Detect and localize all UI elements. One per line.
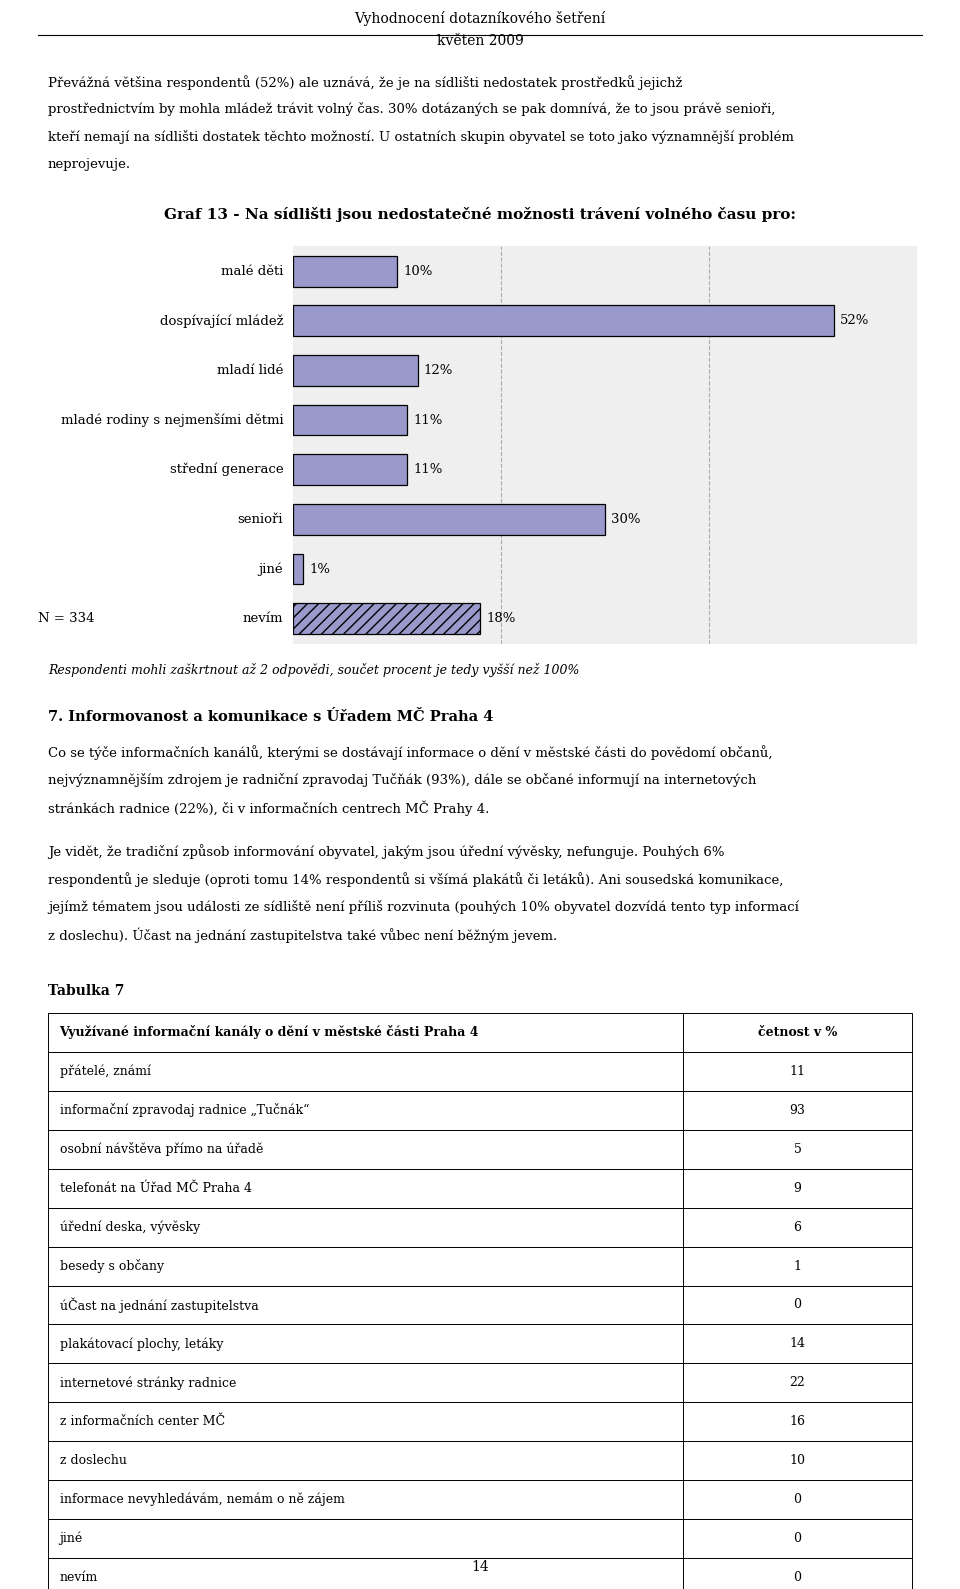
Text: 10%: 10% — [403, 265, 432, 278]
FancyBboxPatch shape — [48, 1247, 912, 1286]
Bar — [293, 504, 605, 535]
Bar — [293, 604, 480, 634]
Text: Převážná většina respondentů (52%) ale uznává, že je na sídlišti nedostatek pros: Převážná většina respondentů (52%) ale u… — [48, 75, 683, 89]
Text: malé děti: malé děti — [221, 265, 283, 278]
Bar — [293, 305, 833, 337]
Text: 5: 5 — [794, 1142, 802, 1155]
FancyBboxPatch shape — [48, 1208, 912, 1247]
Text: dospívající mládež: dospívající mládež — [159, 315, 283, 327]
FancyBboxPatch shape — [48, 1130, 912, 1170]
Text: z informačních center MČ: z informačních center MČ — [60, 1416, 225, 1429]
Text: 52%: 52% — [840, 315, 869, 327]
Text: internetové stránky radnice: internetové stránky radnice — [60, 1376, 236, 1389]
Text: neprojevuje.: neprojevuje. — [48, 159, 132, 172]
FancyBboxPatch shape — [48, 1014, 912, 1052]
Text: z doslechu: z doslechu — [60, 1454, 127, 1467]
Bar — [293, 354, 418, 386]
FancyBboxPatch shape — [48, 1363, 912, 1403]
Text: 7. Informovanost a komunikace s Úřadem MČ Praha 4: 7. Informovanost a komunikace s Úřadem M… — [48, 710, 493, 725]
Text: z doslechu). Účast na jednání zastupitelstva také vůbec není běžným jevem.: z doslechu). Účast na jednání zastupitel… — [48, 928, 557, 944]
Text: květen 2009: květen 2009 — [437, 33, 523, 48]
FancyBboxPatch shape — [48, 1286, 912, 1325]
Text: 14: 14 — [471, 1560, 489, 1573]
Text: N = 334: N = 334 — [38, 612, 95, 624]
FancyBboxPatch shape — [48, 1052, 912, 1092]
Text: 11%: 11% — [414, 413, 443, 426]
Text: telefonát na Úřad MČ Praha 4: telefonát na Úřad MČ Praha 4 — [60, 1182, 252, 1195]
Text: 1%: 1% — [309, 563, 330, 575]
Text: nevím: nevím — [60, 1572, 98, 1584]
Text: 0: 0 — [794, 1532, 802, 1545]
Text: 9: 9 — [794, 1182, 802, 1195]
Text: jiné: jiné — [60, 1532, 83, 1545]
Text: mladí lidé: mladí lidé — [217, 364, 283, 377]
Text: nejvýznamnějším zdrojem je radniční zpravodaj Tučňák (93%), dále se občané infor: nejvýznamnějším zdrojem je radniční zpra… — [48, 774, 756, 787]
Text: 11%: 11% — [414, 464, 443, 477]
Text: 0: 0 — [794, 1298, 802, 1311]
Text: 1: 1 — [794, 1260, 802, 1273]
Text: Graf 13 - Na sídlišti jsou nedostatečné možnosti trávení volného času pro:: Graf 13 - Na sídlišti jsou nedostatečné … — [164, 207, 796, 221]
Text: prostřednictvím by mohla mládež trávit volný čas. 30% dotázaných se pak domnívá,: prostřednictvím by mohla mládež trávit v… — [48, 102, 776, 116]
Text: úČast na jednání zastupitelstva: úČast na jednání zastupitelstva — [60, 1297, 258, 1313]
FancyBboxPatch shape — [48, 1403, 912, 1441]
Text: senioři: senioři — [238, 513, 283, 526]
Bar — [293, 553, 303, 585]
Text: 12%: 12% — [423, 364, 453, 377]
Text: mladé rodiny s nejmenšími dětmi: mladé rodiny s nejmenšími dětmi — [60, 413, 283, 427]
FancyBboxPatch shape — [48, 1559, 912, 1589]
Text: besedy s občany: besedy s občany — [60, 1258, 163, 1273]
Text: 30%: 30% — [611, 513, 640, 526]
Text: 14: 14 — [789, 1338, 805, 1351]
Text: 10: 10 — [789, 1454, 805, 1467]
Text: 16: 16 — [789, 1416, 805, 1429]
Text: 11: 11 — [789, 1065, 805, 1077]
FancyBboxPatch shape — [48, 1481, 912, 1519]
Text: Tabulka 7: Tabulka 7 — [48, 985, 125, 998]
Text: střední generace: střední generace — [170, 462, 283, 477]
Text: plakátovací plochy, letáky: plakátovací plochy, letáky — [60, 1338, 223, 1351]
Text: 0: 0 — [794, 1494, 802, 1506]
FancyBboxPatch shape — [48, 1441, 912, 1481]
Text: informace nevyhledávám, nemám o ně zájem: informace nevyhledávám, nemám o ně zájem — [60, 1494, 345, 1506]
Text: úřední deska, vývěsky: úřední deska, vývěsky — [60, 1220, 200, 1233]
Bar — [293, 454, 407, 485]
FancyBboxPatch shape — [48, 1325, 912, 1363]
Text: 22: 22 — [790, 1376, 805, 1389]
Text: respondentů je sleduje (oproti tomu 14% respondentů si všímá plakátů či letáků).: respondentů je sleduje (oproti tomu 14% … — [48, 872, 783, 887]
FancyBboxPatch shape — [48, 1519, 912, 1559]
Text: 6: 6 — [794, 1220, 802, 1233]
Text: četnost v %: četnost v % — [757, 1026, 837, 1039]
Bar — [293, 256, 396, 286]
Text: osobní návštěva přímo na úřadě: osobní návštěva přímo na úřadě — [60, 1142, 263, 1157]
Text: přátelé, známí: přátelé, známí — [60, 1065, 151, 1077]
Text: kteří nemají na sídlišti dostatek těchto možností. U ostatních skupin obyvatel s: kteří nemají na sídlišti dostatek těchto… — [48, 130, 794, 145]
Text: informační zpravodaj radnice „Tučnák“: informační zpravodaj radnice „Tučnák“ — [60, 1103, 309, 1117]
Text: Vyhodnocení dotazníkového šetření: Vyhodnocení dotazníkového šetření — [354, 11, 606, 25]
FancyBboxPatch shape — [48, 1170, 912, 1208]
Text: jiné: jiné — [258, 563, 283, 575]
Text: nevím: nevím — [243, 612, 283, 624]
Text: Co se týče informačních kanálů, kterými se dostávají informace o dění v městské : Co se týče informačních kanálů, kterými … — [48, 745, 773, 760]
Bar — [293, 405, 407, 435]
Text: 18%: 18% — [486, 612, 516, 624]
Text: Respondenti mohli zaškrtnout až 2 odpovědi, součet procent je tedy vyšší než 100: Respondenti mohli zaškrtnout až 2 odpově… — [48, 663, 580, 677]
Text: stránkách radnice (22%), či v informačních centrech MČ Prahy 4.: stránkách radnice (22%), či v informační… — [48, 801, 490, 817]
FancyBboxPatch shape — [48, 1092, 912, 1130]
Text: Využívané informační kanály o dění v městské části Praha 4: Využívané informační kanály o dění v měs… — [60, 1025, 479, 1039]
Text: 0: 0 — [794, 1572, 802, 1584]
Text: jejímž tématem jsou události ze sídliště není příliš rozvinuta (pouhých 10% obyv: jejímž tématem jsou události ze sídliště… — [48, 901, 799, 914]
Text: 93: 93 — [789, 1104, 805, 1117]
Text: Je vidět, že tradiční způsob informování obyvatel, jakým jsou úřední vývěsky, ne: Je vidět, že tradiční způsob informování… — [48, 845, 725, 860]
